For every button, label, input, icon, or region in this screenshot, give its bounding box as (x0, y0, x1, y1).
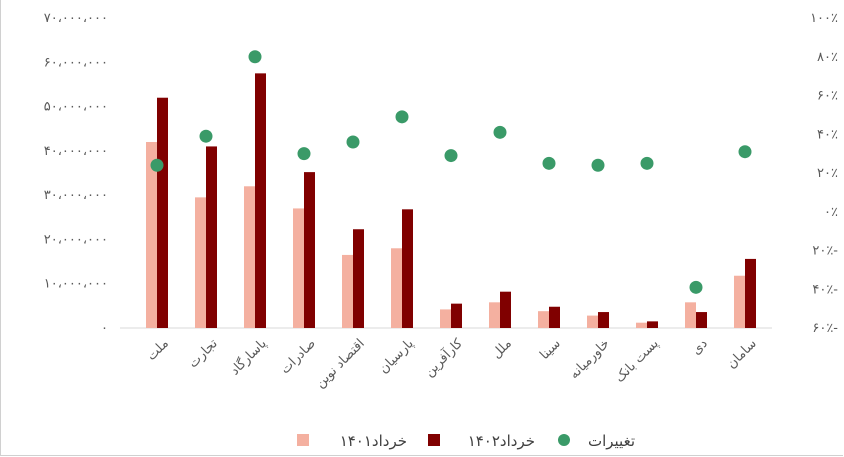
change-markers (150, 50, 752, 294)
left-tick-label: ۴۰،۰۰۰،۰۰۰ (44, 144, 108, 159)
bar-1401 (489, 302, 500, 328)
right-tick-label: ۸۰٪ (817, 50, 838, 65)
change-marker (689, 280, 703, 294)
change-marker (248, 50, 262, 64)
legend-marker-1402 (428, 434, 440, 446)
bar-1401 (195, 197, 206, 328)
right-tick-label: ۶۰٪ (817, 89, 838, 104)
bar-1401 (587, 315, 598, 328)
change-marker (297, 147, 311, 161)
left-tick-label: ۰ (101, 321, 108, 336)
legend-marker-change (558, 434, 570, 446)
bar-1402 (647, 321, 658, 328)
bar-1401 (440, 309, 451, 328)
category-label: تجارت (186, 336, 221, 371)
category-label: ملت (144, 336, 172, 364)
bar-1402 (206, 146, 217, 328)
bar-1401 (146, 142, 157, 328)
bar-1402 (157, 97, 168, 328)
bar-1402 (304, 172, 315, 328)
left-tick-label: ۶۰،۰۰۰،۰۰۰ (44, 55, 108, 70)
left-tick-label: ۲۰،۰۰۰،۰۰۰ (44, 232, 108, 247)
legend-marker-1401 (297, 434, 309, 446)
bars (146, 73, 756, 328)
bar-1401 (636, 322, 647, 328)
legend-label-1401: خرداد۱۴۰۱ (340, 432, 407, 450)
bar-1401 (685, 302, 696, 328)
change-marker (640, 156, 654, 170)
category-label: سینا (537, 336, 564, 363)
bar-1401 (342, 254, 353, 328)
change-marker (395, 110, 409, 124)
left-tick-label: ۵۰،۰۰۰،۰۰۰ (44, 100, 108, 115)
category-label: سامان (724, 336, 760, 372)
change-marker (150, 158, 164, 172)
bar-1402 (402, 209, 413, 328)
legend: تغییرات خرداد۱۴۰۲ خرداد۱۴۰۱ (297, 432, 635, 450)
change-marker (542, 156, 556, 170)
bar-1402 (500, 291, 511, 328)
bar-1402 (745, 258, 756, 328)
legend-label-1402: خرداد۱۴۰۲ (468, 432, 535, 450)
change-marker (199, 129, 213, 143)
change-marker (444, 149, 458, 163)
change-marker (493, 125, 507, 139)
right-tick-label: ۶۰٪- (812, 321, 838, 336)
category-label: کارآفرین (421, 334, 467, 380)
bar-1402 (451, 303, 462, 328)
bar-1402 (255, 73, 266, 328)
bar-1401 (538, 311, 549, 328)
left-tick-label: ۱۰،۰۰۰،۰۰۰ (44, 277, 108, 292)
left-tick-label: ۷۰،۰۰۰،۰۰۰ (44, 11, 108, 26)
right-tick-label: ۴۰٪ (817, 127, 838, 142)
bar-1402 (598, 312, 609, 328)
right-tick-label: ۲۰٪ (817, 166, 838, 181)
bar-1401 (244, 186, 255, 328)
right-tick-label: ۱۰۰٪ (810, 11, 838, 26)
right-tick-label: ۰٪ (824, 205, 838, 220)
left-axis-ticks: ۰ ۱۰،۰۰۰،۰۰۰ ۲۰،۰۰۰،۰۰۰ ۳۰،۰۰۰،۰۰۰ ۴۰،۰۰۰،۰۰… (44, 11, 108, 336)
bar-1401 (293, 208, 304, 328)
left-tick-label: ۳۰،۰۰۰،۰۰۰ (44, 188, 108, 203)
bar-1401 (734, 275, 745, 328)
bar-1402 (696, 312, 707, 328)
bar-1402 (549, 306, 560, 328)
category-label: صادرات (278, 336, 319, 377)
bar-1401 (391, 248, 402, 328)
right-axis-ticks: ۶۰٪- ۴۰٪- ۲۰٪- ۰٪ ۲۰٪ ۴۰٪ ۶۰٪ ۸۰٪ ۱۰۰٪ (810, 11, 838, 336)
change-marker (738, 145, 752, 159)
category-label: اقتصاد نوین (313, 336, 368, 391)
category-label: پارسیان (376, 336, 417, 377)
category-label: دی (689, 336, 711, 358)
change-marker (346, 135, 360, 149)
category-label: پست بانک (612, 336, 662, 386)
category-label: خاورمیانه (567, 336, 613, 382)
right-tick-label: ۲۰٪- (812, 244, 838, 259)
change-marker (591, 158, 605, 172)
legend-label-change: تغییرات (588, 432, 635, 450)
right-tick-label: ۴۰٪- (812, 282, 838, 297)
category-label: ملل (489, 336, 515, 362)
category-label: پاسارگاد (227, 335, 270, 378)
bar-1402 (353, 229, 364, 328)
